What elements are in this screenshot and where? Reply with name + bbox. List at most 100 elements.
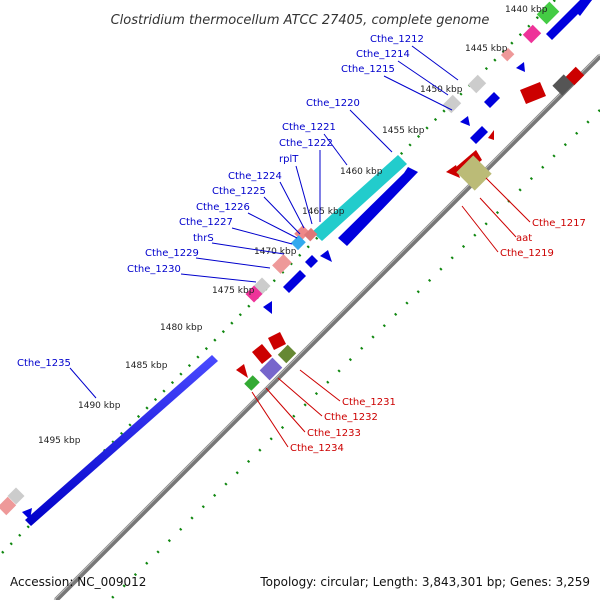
tick-label: 1445 kbp (465, 44, 508, 54)
reverse-gene-label: aat (516, 233, 532, 244)
leader-line (461, 205, 499, 253)
leader-line (180, 273, 257, 283)
leader-line (295, 165, 313, 225)
leader-line (485, 177, 531, 223)
gene-cthe-1234 (236, 364, 248, 378)
gene-rplt (303, 227, 318, 242)
forward-gene-label: Cthe_1222 (279, 138, 333, 149)
reverse-gene-label: Cthe_1219 (500, 248, 554, 259)
gene-labels: Cthe_1212 Cthe_1214 Cthe_1215 Cthe_1220 Cthe… (17, 34, 586, 454)
forward-gene-label: Cthe_1215 (341, 64, 395, 75)
reverse-gene-label: Cthe_1232 (324, 412, 378, 423)
forward-gene-label: Cthe_1227 (179, 217, 233, 228)
gene-pink-left (0, 496, 17, 516)
backbone-line (54, 54, 600, 600)
tick-label: 1480 kbp (160, 323, 203, 333)
gene-aat (446, 165, 460, 178)
forward-gene-label: Cthe_1229 (145, 248, 199, 259)
leader-line (383, 75, 453, 111)
leader-line (479, 197, 517, 238)
reverse-gene-label: Cthe_1233 (307, 428, 361, 439)
gene-cthe-1214 (467, 74, 487, 94)
gene-cthe-1221-bar (312, 155, 407, 241)
gene-small-fwd-2 (470, 126, 488, 144)
gene-red-far-right (565, 66, 585, 86)
gene-cthe-1226 (272, 254, 292, 274)
map-title: Clostridium thermocellum ATCC 27405, com… (111, 13, 490, 28)
leader-line (323, 133, 348, 166)
leader-line (279, 181, 305, 229)
gene-magenta-top (522, 24, 542, 44)
inner-dotted-track (109, 109, 600, 600)
gene-cthe-1232-olive (277, 344, 297, 364)
forward-gene-label: Cthe_1224 (228, 171, 282, 182)
reverse-gene-label: Cthe_1217 (532, 218, 586, 229)
leader-line (277, 377, 323, 417)
forward-gene-label: Cthe_1235 (17, 358, 71, 369)
forward-gene-label: Cthe_1212 (370, 34, 424, 45)
tick-label: 1490 kbp (78, 401, 121, 411)
gene-small-fwd-left (22, 508, 32, 520)
gene-small-fwd-3 (460, 116, 470, 126)
forward-genes (0, 0, 592, 526)
gene-red-small (488, 130, 494, 140)
gene-cthe-1224 (290, 235, 306, 251)
reverse-gene-label: Cthe_1234 (290, 443, 344, 454)
tick-label: 1485 kbp (125, 361, 168, 371)
forward-gene-label: Cthe_1225 (212, 186, 266, 197)
forward-gene-label: Cthe_1214 (356, 49, 410, 60)
leader-line (397, 60, 449, 96)
gene-grey-dark-right (552, 74, 574, 96)
tick-label: 1440 kbp (505, 5, 548, 15)
gene-small-fwd-4 (516, 62, 525, 72)
topology-text: Topology: circular; Length: 3,843,301 bp… (259, 575, 590, 589)
leader-line (247, 212, 298, 239)
forward-gene-label: thrS (193, 233, 214, 244)
leader-line (411, 45, 459, 81)
gene-green-top (536, 1, 560, 25)
gene-cthe-1234-green (244, 375, 260, 391)
forward-gene-label: Cthe_1220 (306, 98, 360, 109)
gene-cthe-1229 (245, 285, 263, 303)
leader-line (263, 196, 301, 235)
leader-line (265, 387, 306, 433)
gene-cthe-1233-fwd (574, 0, 592, 16)
tick-label: 1465 kbp (302, 207, 345, 217)
reverse-gene-label: Cthe_1231 (342, 397, 396, 408)
backbone-highlight (53, 53, 600, 600)
gene-cthe-1232 (268, 332, 286, 350)
gene-cthe-1220 (338, 167, 418, 246)
reverse-genes (236, 66, 585, 391)
leader-line (299, 369, 341, 402)
forward-gene-label: rplT (279, 154, 299, 165)
tick-label: 1470 kbp (254, 247, 297, 257)
leader-line (349, 109, 393, 153)
gene-cthe-1227 (320, 250, 332, 262)
tick-label: 1455 kbp (382, 126, 425, 136)
gene-cthe-1215 (442, 94, 462, 114)
gene-cthe-1231 (252, 344, 272, 364)
gene-cthe-1233 (259, 357, 283, 381)
forward-gene-label: Cthe_1221 (282, 122, 336, 133)
gene-cthe-1235 (25, 355, 218, 526)
tick-label: 1475 kbp (212, 286, 255, 296)
gene-thrs (283, 270, 306, 293)
gene-red-right (520, 82, 546, 104)
accession-text: Accession: NC_009012 (10, 575, 146, 589)
leader-line (195, 257, 271, 269)
gene-pink-top (500, 47, 515, 62)
leader-line (211, 242, 285, 255)
tick-label: 1460 kbp (340, 167, 383, 177)
leader-line (231, 227, 293, 245)
gene-cthe-1212 (484, 92, 500, 108)
backbone (53, 53, 600, 600)
gene-cthe-1225 (305, 255, 318, 268)
forward-gene-label: Cthe_1226 (196, 202, 250, 213)
gene-small-fwd-1 (263, 301, 272, 314)
leader-line (251, 391, 289, 448)
tick-label: 1495 kbp (38, 436, 81, 446)
gene-cthe-1217 (456, 155, 492, 191)
